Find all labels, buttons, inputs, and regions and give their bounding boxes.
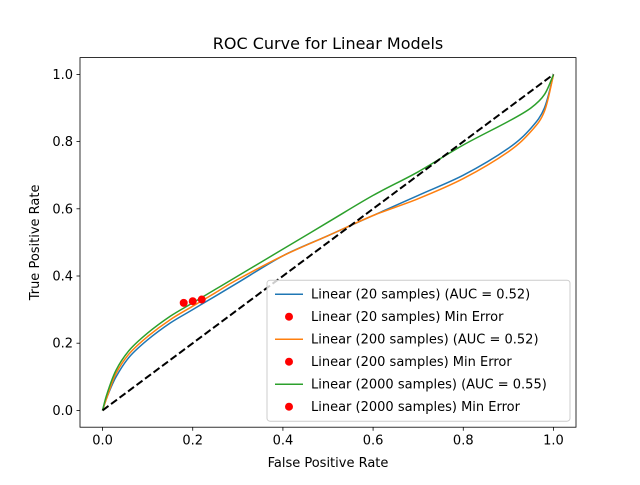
min-error-point [188,297,197,306]
y-axis-label: True Positive Rate [28,184,43,301]
x-tick-label: 1.0 [543,434,564,449]
y-tick-label: 0.0 [52,404,73,419]
legend-entry-label: Linear (20 samples) Min Error [311,310,504,325]
x-tick-label: 0.6 [363,434,384,449]
x-tick-label: 0.4 [273,434,294,449]
x-tick-label: 0.2 [182,434,203,449]
min-error-point [197,295,206,304]
legend: Linear (20 samples) (AUC = 0.52) Linear (… [266,279,571,422]
legend-entry-label: Linear (200 samples) (AUC = 0.52) [311,333,539,348]
roc-curve-line [101,74,555,411]
plot-content [101,73,555,412]
roc-curve-line [101,74,555,411]
y-tick-label: 0.4 [52,270,73,285]
roc-curve-line [101,74,555,411]
legend-entry-label: Linear (20 samples) (AUC = 0.52) [311,288,530,303]
diagonal-reference-line [101,73,555,412]
x-tick-label: 0.8 [453,434,474,449]
min-error-point [179,298,188,307]
y-tick-label: 1.0 [52,68,73,83]
plot-frame [79,57,577,428]
legend-marker [285,402,293,411]
legend-box [266,279,571,422]
y-tick-label: 0.8 [52,135,73,150]
axis-ticks: 0.0 0.2 0.4 0.6 0.8 1.0 0.0 0.2 0.4 0.6 0.8 1.0 [52,68,563,449]
y-tick-label: 0.6 [52,202,73,217]
legend-entry-label: Linear (2000 samples) Min Error [311,400,521,415]
x-tick-label: 0.0 [92,434,113,449]
chart-title: ROC Curve for Linear Models [213,34,444,53]
legend-marker [285,357,293,366]
y-tick-label: 0.2 [52,337,73,352]
legend-entry-label: Linear (200 samples) Min Error [311,355,512,370]
legend-entry-label: Linear (2000 samples) (AUC = 0.55) [311,378,547,393]
legend-marker [285,312,293,321]
x-axis-label: False Positive Rate [268,456,389,471]
